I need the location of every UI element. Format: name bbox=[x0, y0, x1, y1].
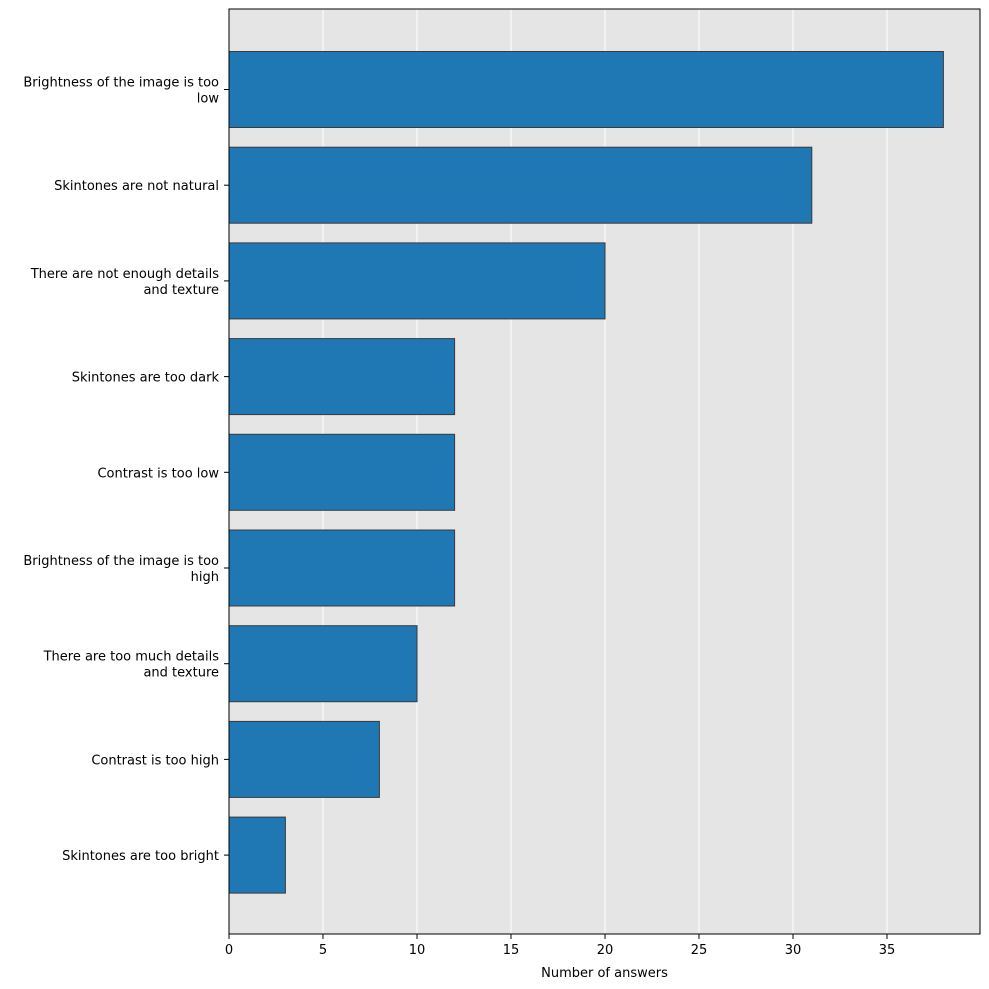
x-axis-ticks: 0 5 10 15 20 25 30 35 bbox=[225, 934, 895, 958]
x-tick-label: 15 bbox=[503, 943, 520, 958]
y-tick-label-line: and texture bbox=[143, 283, 219, 298]
bars bbox=[228, 51, 944, 894]
bar bbox=[228, 625, 418, 703]
y-tick-label: Contrast is too low bbox=[97, 466, 219, 481]
y-tick-label: There are not enough details and texture bbox=[30, 267, 220, 298]
bar bbox=[228, 529, 456, 607]
y-tick-label-line: and texture bbox=[143, 666, 219, 681]
bar bbox=[228, 816, 286, 894]
y-tick-label: There are too much details and texture bbox=[43, 650, 220, 681]
bar bbox=[228, 720, 380, 798]
y-tick-label: Skintones are too bright bbox=[62, 849, 219, 864]
bar bbox=[228, 146, 813, 224]
y-tick-label: Brightness of the image is too low bbox=[23, 76, 219, 107]
bar bbox=[228, 338, 456, 416]
bar bbox=[228, 242, 606, 320]
y-tick-label-line: high bbox=[191, 570, 219, 585]
x-tick-label: 0 bbox=[225, 943, 233, 958]
y-tick-label: Skintones are not natural bbox=[54, 179, 219, 194]
y-tick-label-line: Brightness of the image is too bbox=[23, 76, 219, 91]
y-tick-label-line: low bbox=[197, 92, 220, 107]
bar bbox=[228, 51, 944, 128]
y-tick-label-line: Brightness of the image is too bbox=[23, 554, 219, 569]
x-axis-title: Number of answers bbox=[541, 966, 668, 981]
y-tick-label-line: Skintones are too bright bbox=[62, 849, 219, 864]
y-tick-label-line: Contrast is too high bbox=[91, 753, 219, 768]
y-tick-label-line: There are not enough details bbox=[30, 267, 220, 282]
x-tick-label: 30 bbox=[785, 943, 802, 958]
y-tick-label: Contrast is too high bbox=[91, 753, 219, 768]
y-tick-label-line: Contrast is too low bbox=[97, 466, 219, 481]
bar bbox=[228, 433, 456, 511]
x-tick-label: 35 bbox=[879, 943, 896, 958]
y-tick-label: Skintones are too dark bbox=[72, 371, 220, 386]
x-tick-label: 5 bbox=[319, 943, 327, 958]
y-tick-label-line: There are too much details bbox=[43, 650, 220, 665]
x-tick-label: 20 bbox=[597, 943, 614, 958]
y-axis-ticks: Brightness of the image is too lowSkinton… bbox=[23, 76, 229, 864]
x-tick-label: 10 bbox=[409, 943, 426, 958]
x-tick-label: 25 bbox=[691, 943, 708, 958]
y-tick-label: Brightness of the image is too high bbox=[23, 554, 219, 585]
y-tick-label-line: Skintones are too dark bbox=[72, 371, 220, 386]
y-tick-label-line: Skintones are not natural bbox=[54, 179, 219, 194]
